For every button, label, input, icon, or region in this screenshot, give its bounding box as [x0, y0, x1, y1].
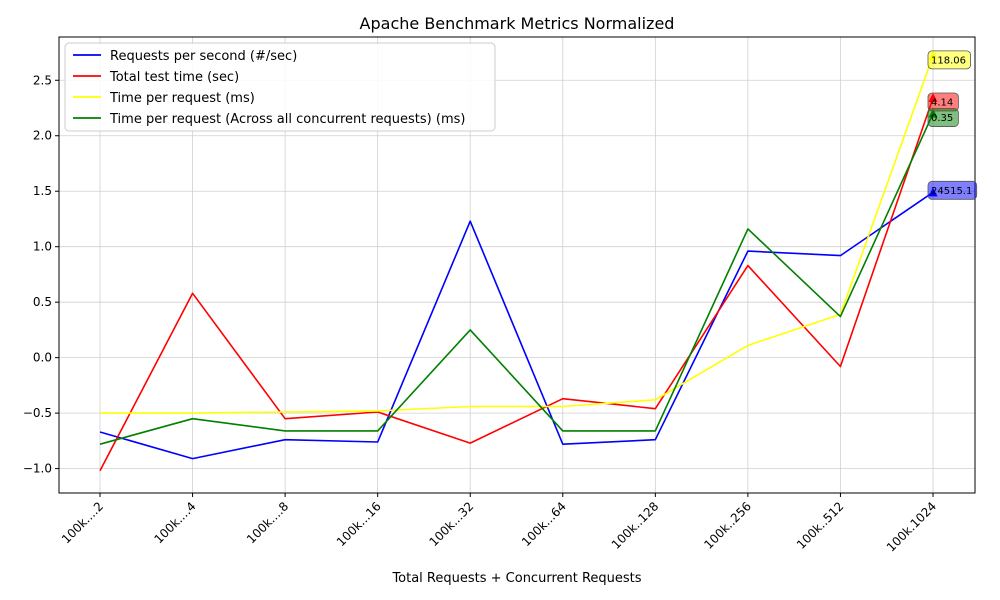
x-tick-label: 100k...32	[426, 499, 476, 549]
series-line	[100, 55, 934, 414]
x-tick-label: 100k....8	[244, 499, 291, 546]
chart-title: Apache Benchmark Metrics Normalized	[360, 14, 675, 33]
series-line	[99, 191, 934, 460]
y-tick-label: 1.5	[33, 184, 52, 198]
data-annotation-label: 0.35	[931, 113, 953, 124]
y-tick-label: −1.0	[23, 462, 52, 476]
data-annotation-label: 4.14	[931, 98, 953, 109]
plot-frame	[58, 36, 976, 494]
legend-box	[64, 42, 496, 132]
y-tick-label: 2.0	[33, 129, 52, 143]
series-lines	[99, 55, 934, 472]
data-annotation-box	[927, 180, 978, 200]
x-tick-label: 100k....4	[151, 499, 198, 546]
legend-entry: Requests per second (#/sec)	[110, 49, 297, 64]
x-axis: 100k....2 100k....4 100k....8 100k...16 100k…	[59, 493, 939, 555]
legend-entry: Total test time (sec)	[109, 70, 239, 85]
data-annotation-box	[927, 50, 971, 70]
x-axis-title: Total Requests + Concurrent Requests	[391, 571, 641, 586]
legend-entry: Time per request (Across all concurrent …	[109, 112, 465, 127]
y-tick-label: −0.5	[23, 406, 52, 420]
legend: Requests per second (#/sec) Total test ti…	[64, 42, 496, 132]
x-tick-label: 100k..256	[701, 499, 754, 552]
x-tick-label: 100k...64	[519, 499, 569, 549]
y-axis: −1.0 −0.5 0.0 0.5 1.0 1.5 2.0 2.5	[23, 73, 59, 476]
data-annotation-box	[927, 108, 959, 127]
x-tick-label: 100k...16	[334, 499, 384, 549]
x-tick-label: 100k..128	[609, 499, 662, 552]
annotations: 24515.1 4.14 118.06 0.35	[927, 50, 978, 200]
y-tick-label: 0.0	[33, 351, 52, 365]
y-tick-label: 1.0	[33, 240, 52, 254]
series-line	[99, 113, 934, 445]
x-tick-label: 100k..512	[794, 499, 847, 552]
data-annotation-label: 24515.1	[931, 186, 972, 197]
y-tick-label: 0.5	[33, 295, 52, 309]
x-tick-label: 100k....2	[59, 499, 106, 546]
data-annotation-label: 118.06	[931, 55, 966, 66]
series-line	[99, 97, 934, 472]
y-tick-label: 2.5	[33, 73, 52, 87]
legend-entry: Time per request (ms)	[109, 91, 255, 106]
x-tick-label: 100k.1024	[884, 499, 939, 554]
